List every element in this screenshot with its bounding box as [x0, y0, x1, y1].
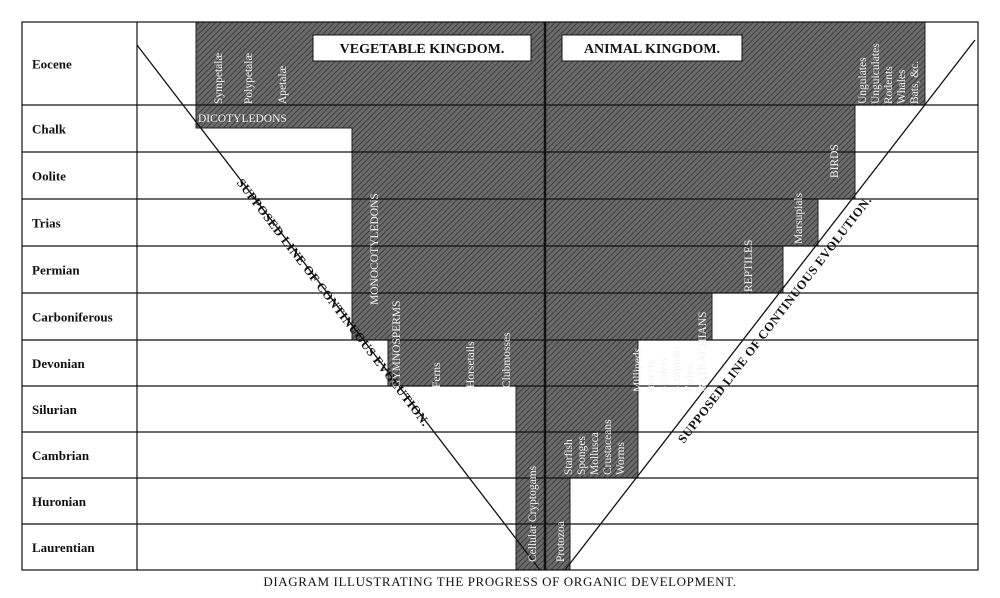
group-label: DICOTYLEDONS [198, 113, 287, 125]
group-label: Apetalæ [277, 65, 289, 104]
row-label: Cambrian [32, 448, 90, 463]
kingdom-label: VEGETABLE KINGDOM. [340, 42, 505, 57]
group-label: Rodents [883, 66, 895, 104]
group-label: Whales [896, 69, 908, 104]
group-label: Polypetalæ [243, 53, 255, 104]
row-label: Silurian [32, 402, 78, 417]
frame [21, 21, 979, 571]
group-label: Ferns [431, 362, 443, 388]
label-box [561, 34, 743, 62]
group-label: Unguiculates [870, 43, 882, 104]
group-label: Protozoa [555, 521, 567, 562]
group-label: Fishes [684, 362, 696, 392]
group-label: Worms [615, 442, 627, 475]
group-label: Mollusca [589, 432, 601, 475]
row-label: Oolite [32, 169, 66, 184]
row-label: Huronian [32, 494, 87, 509]
group-label: Bats, &c. [909, 61, 921, 104]
evolution-line [136, 44, 541, 571]
group-label: Cellular Cryptogams [527, 465, 539, 562]
group-label: BIRDS [829, 144, 841, 178]
group-label: Sympetalæ [213, 53, 225, 104]
kingdom-label: ANIMAL KINGDOM. [584, 42, 720, 57]
group-label: Sponges [576, 436, 588, 476]
row-label: Devonian [32, 356, 86, 371]
evolution-line [564, 39, 976, 571]
row-label: Carboniferous [32, 310, 113, 325]
group-label: Starfish [563, 439, 575, 475]
row-label: Chalk [32, 122, 67, 137]
row-label: Permian [32, 263, 80, 278]
group-label: Millipeds [632, 347, 644, 392]
caption: DIAGRAM ILLUSTRATING THE PROGRESS OF ORG… [263, 574, 736, 589]
row-label: Laurentian [32, 540, 95, 555]
row-label: Trias [32, 216, 61, 231]
group-label: Ungulates [857, 57, 869, 104]
group-label: BATRACHIANS [697, 311, 709, 392]
group-label: Clubmosses [501, 332, 513, 388]
group-label: MONOCOTYLEDONS [369, 193, 381, 305]
group-label: Marsupials [793, 192, 805, 244]
grid [21, 21, 979, 571]
group-label: Insects [645, 360, 657, 392]
shading [195, 21, 926, 571]
group-label: Horsetails [465, 341, 477, 388]
group-label: REPTILES [743, 240, 755, 292]
label-box [312, 34, 532, 62]
group-label: Crustaceans [602, 419, 614, 475]
group-label: Scorpions [671, 345, 683, 392]
row-label: Eocene [32, 57, 72, 72]
group-label: Spiders [658, 357, 670, 392]
group-label: GYMNOSPERMS [391, 300, 403, 388]
